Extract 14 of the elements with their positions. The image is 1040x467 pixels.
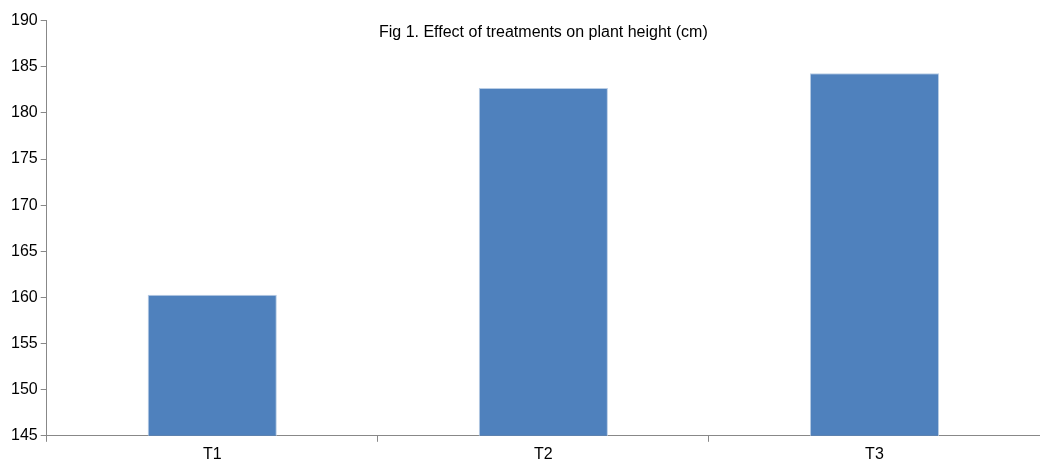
y-tick-label: 180 (10, 103, 38, 121)
y-tick-label: 190 (10, 11, 38, 29)
x-tick-label: T2 (534, 444, 553, 462)
y-tick-label: 145 (10, 426, 38, 444)
chart-title: Fig 1. Effect of treatments on plant height (cm) (378, 23, 708, 41)
y-tick-label: 160 (10, 287, 38, 305)
y-tick-label: 155 (10, 333, 38, 351)
y-tick-label: 165 (10, 241, 38, 259)
x-tick-label: T3 (865, 444, 884, 462)
y-tick-label: 150 (10, 380, 38, 398)
y-tick-label: 175 (10, 149, 38, 167)
y-tick-label: 170 (10, 195, 38, 213)
y-tick-label: 185 (10, 57, 38, 75)
x-tick-label: T1 (202, 444, 222, 462)
